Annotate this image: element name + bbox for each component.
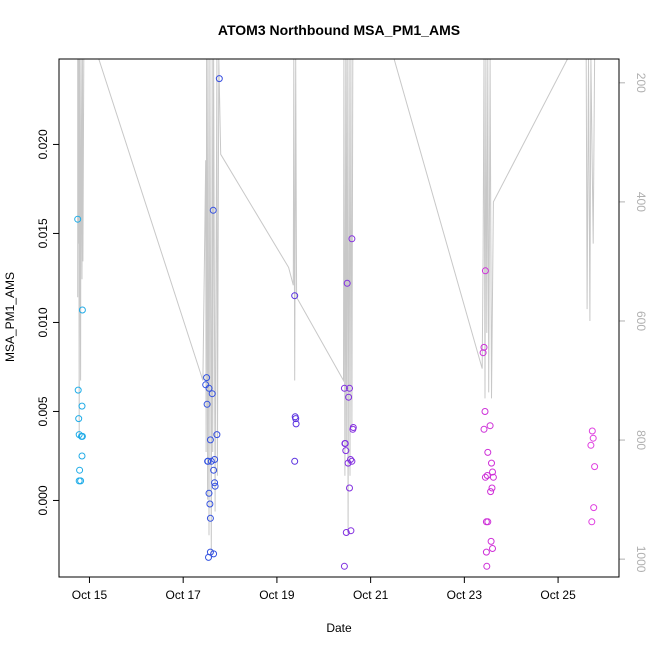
y-axis: 0.000 0.005 0.010 0.015 0.020 [36, 129, 59, 516]
data-point [292, 415, 300, 423]
data-point [348, 457, 356, 465]
data-point [344, 459, 352, 467]
y-tick-label: 0.010 [36, 307, 50, 337]
data-point [74, 215, 82, 223]
x-tick-label: Oct 17 [166, 588, 202, 602]
data-point [343, 279, 351, 287]
data-point [488, 459, 495, 467]
pressure-tick-label: 400 [634, 192, 648, 212]
pressure-tick-label: 1000 [634, 546, 648, 573]
data-point [346, 384, 353, 392]
plot-frame [58, 58, 620, 578]
data-point [345, 393, 353, 401]
points-layer [74, 75, 599, 570]
pressure-tick-label: 600 [634, 311, 648, 331]
data-point [291, 292, 299, 300]
pressure-axis: 200 400 600 800 1000 [619, 73, 648, 573]
data-point [206, 436, 214, 444]
pressure-tick-label: 200 [634, 73, 648, 93]
y-tick-label: 0.020 [36, 129, 50, 159]
y-tick-label: 0.015 [36, 218, 50, 248]
pressure-trace-layer [77, 59, 596, 560]
data-point [342, 447, 350, 455]
data-point [342, 529, 350, 536]
data-point [341, 440, 349, 447]
data-point [588, 518, 596, 526]
data-point [489, 468, 496, 476]
pressure-trace [77, 59, 596, 560]
data-point [481, 473, 489, 481]
data-point [203, 374, 211, 382]
data-point [587, 441, 595, 449]
data-point [481, 408, 489, 415]
data-point [484, 448, 492, 456]
x-axis-label: Date [326, 621, 352, 635]
data-point [210, 550, 218, 558]
data-point [209, 206, 217, 214]
data-point [481, 267, 489, 275]
data-point [205, 384, 213, 392]
data-point [489, 545, 496, 552]
data-point [489, 473, 497, 481]
data-point [74, 386, 82, 394]
data-point [483, 472, 491, 479]
data-point [346, 484, 353, 492]
data-point [291, 457, 299, 465]
data-point [206, 514, 214, 522]
data-point [484, 518, 492, 526]
x-axis: Oct 15 Oct 17 Oct 19 Oct 21 Oct 23 Oct 25 [72, 576, 576, 602]
data-point [348, 235, 356, 243]
data-point [486, 422, 494, 430]
x-tick-label: Oct 23 [447, 588, 483, 602]
data-point [77, 477, 85, 485]
data-point [76, 466, 84, 474]
y-axis-label: MSA_PM1_AMS [3, 272, 17, 362]
data-point [482, 548, 490, 556]
data-point [340, 384, 348, 392]
data-point [213, 431, 221, 439]
data-point [78, 432, 86, 440]
data-point [292, 420, 300, 428]
x-tick-label: Oct 19 [259, 588, 295, 602]
data-point [78, 452, 86, 460]
data-point [211, 482, 219, 490]
data-point [204, 457, 212, 465]
x-tick-label: Oct 25 [540, 588, 576, 602]
data-point [78, 402, 86, 410]
data-point [347, 527, 355, 535]
data-point [215, 75, 223, 83]
data-point [210, 466, 218, 474]
data-point [488, 484, 496, 492]
data-point [588, 427, 596, 435]
data-point [205, 489, 213, 497]
chart-title: ATOM3 Northbound MSA_PM1_AMS [218, 22, 460, 38]
data-point [487, 488, 495, 496]
data-point [207, 457, 215, 465]
data-point [340, 562, 348, 570]
data-point [211, 479, 219, 487]
x-tick-label: Oct 15 [72, 588, 108, 602]
data-point [208, 390, 216, 398]
data-point [480, 425, 488, 433]
data-point [589, 434, 597, 442]
data-point [483, 562, 491, 570]
data-point [347, 456, 354, 463]
data-point [211, 456, 219, 463]
pressure-tick-label: 800 [634, 430, 648, 450]
data-point [349, 424, 357, 431]
data-point [203, 400, 211, 408]
data-point [480, 343, 488, 351]
x-tick-label: Oct 21 [353, 588, 389, 602]
data-point [591, 463, 599, 471]
y-tick-label: 0.005 [36, 396, 50, 426]
data-point [78, 306, 86, 314]
data-point [75, 415, 83, 423]
y-tick-label: 0.000 [36, 485, 50, 515]
data-point [206, 500, 214, 508]
data-point [590, 504, 598, 512]
data-point [487, 537, 495, 545]
data-point [479, 349, 487, 357]
